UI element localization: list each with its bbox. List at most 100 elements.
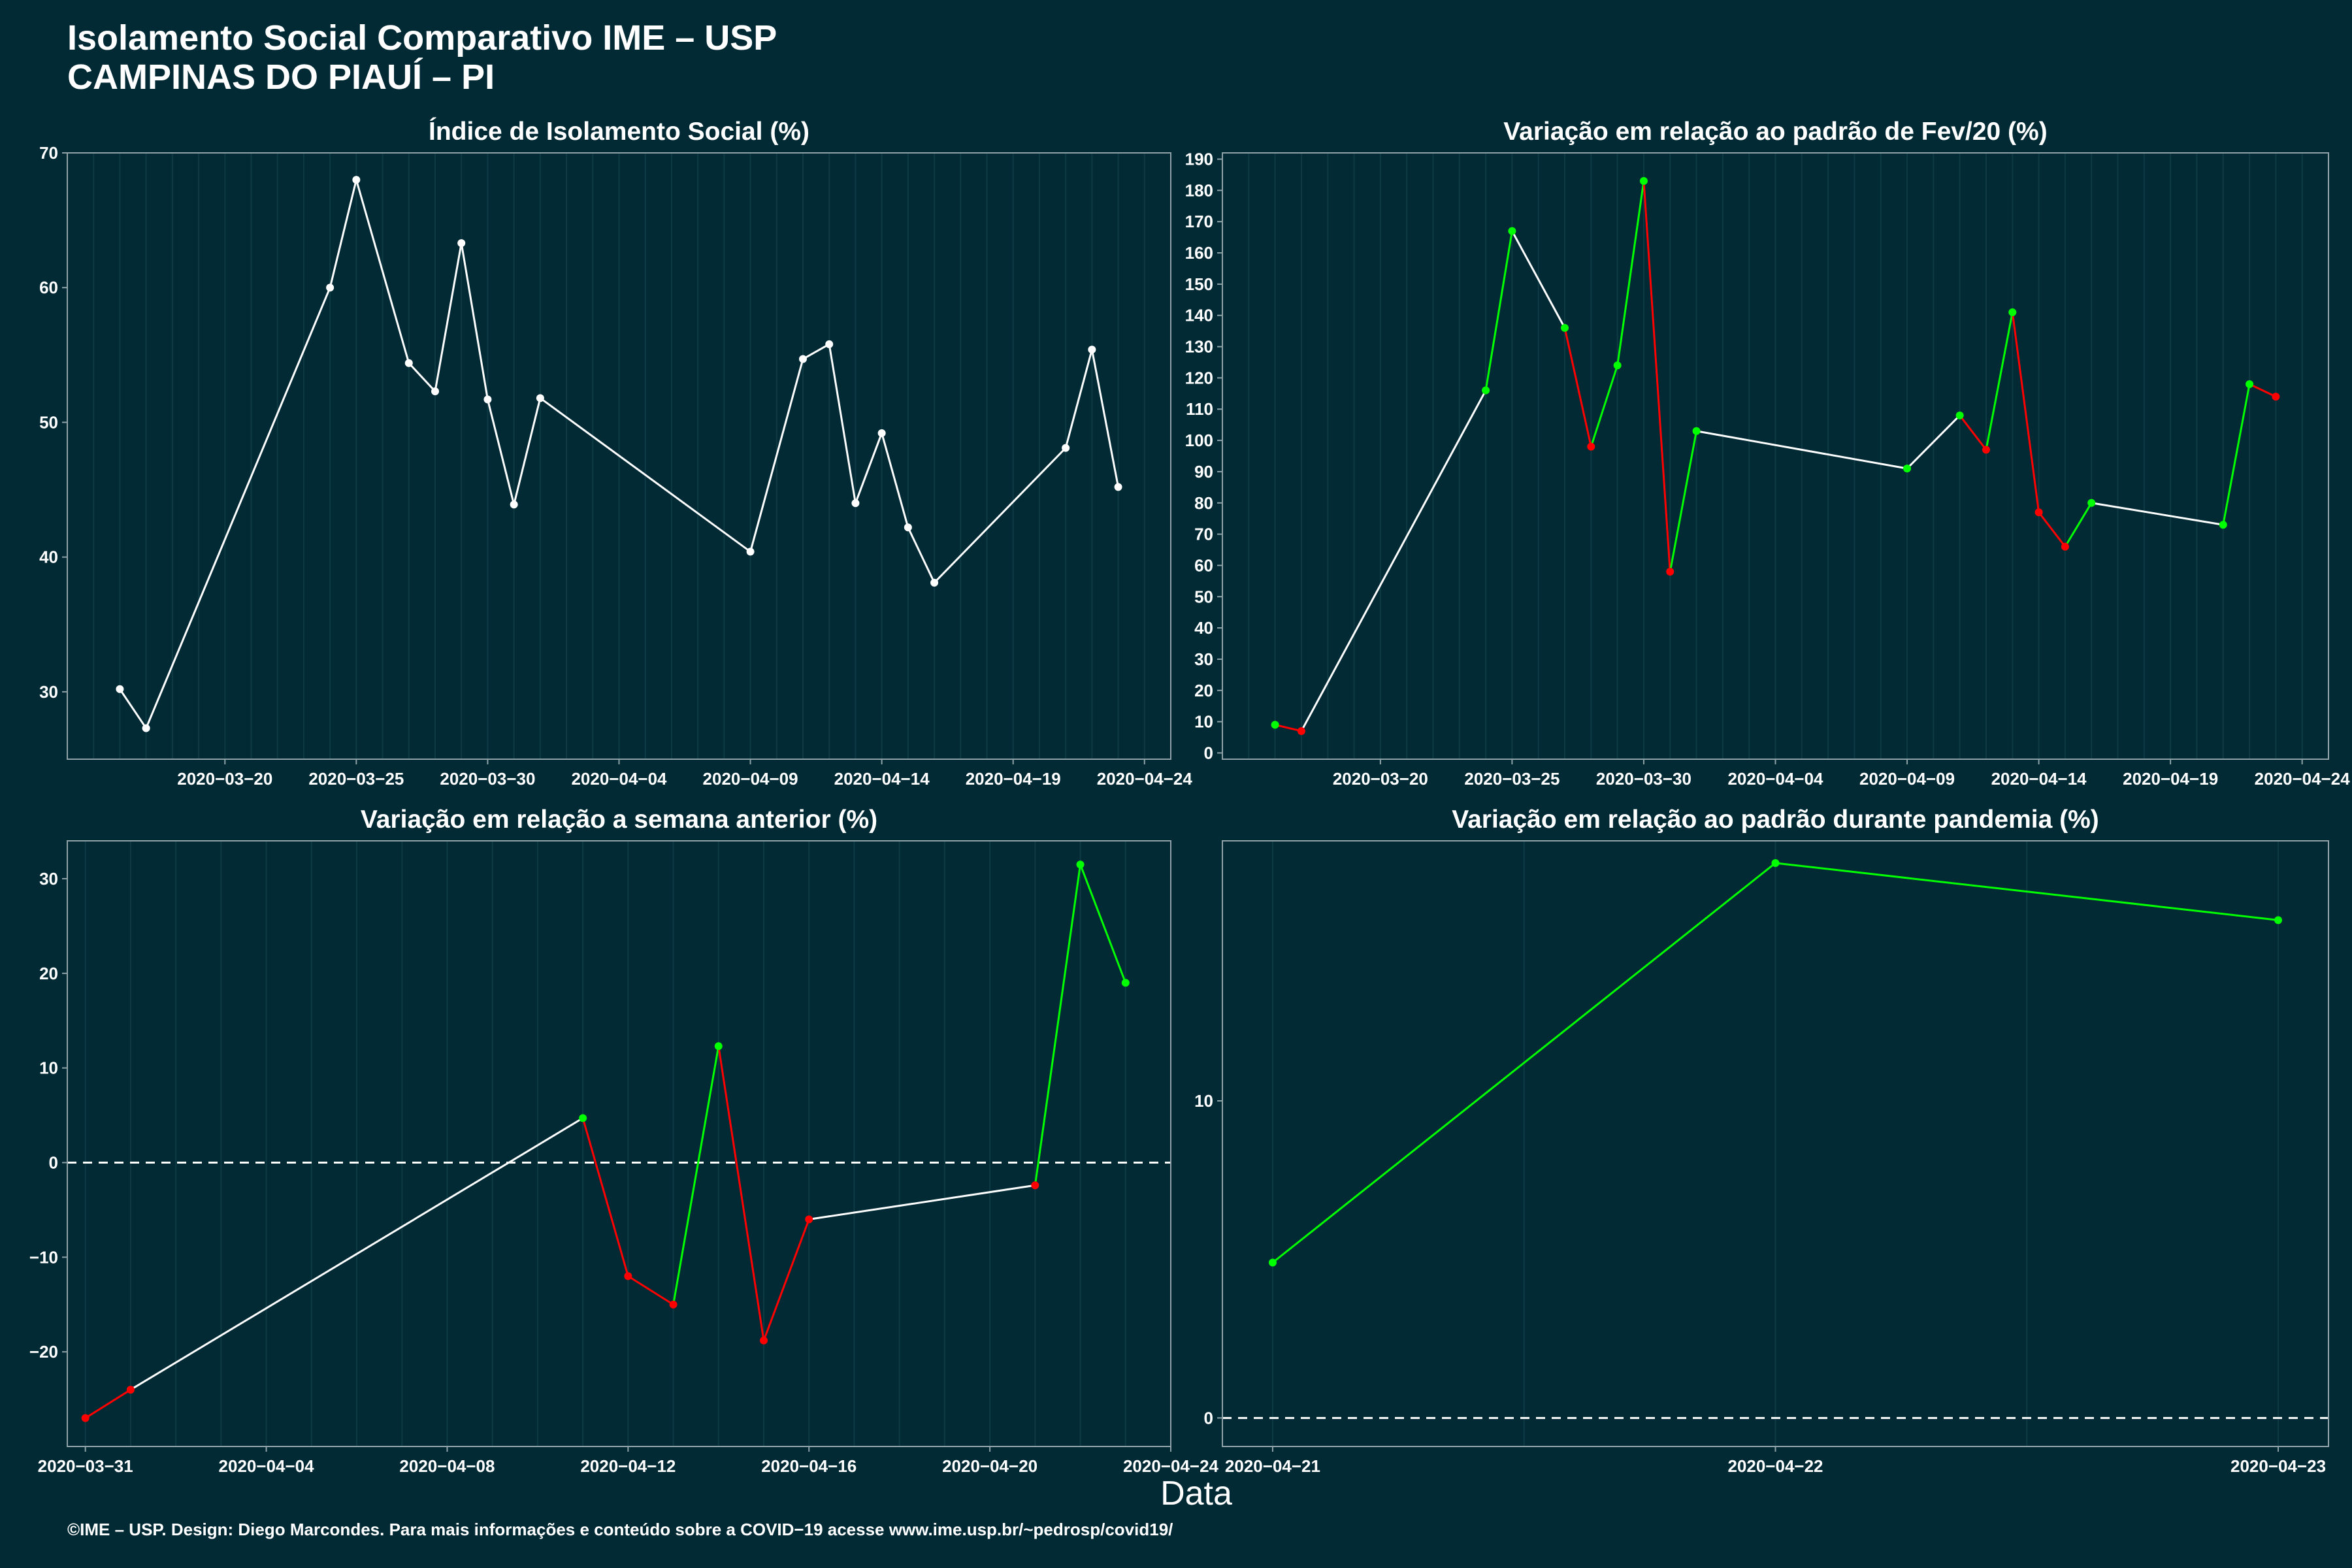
series-segment [762,1218,810,1341]
series-segment [408,362,436,393]
y-tick-label: −20 [29,1342,58,1362]
data-point [2061,542,2069,551]
series-segment [1590,365,1619,448]
x-tick-label: 2020−04−24 [2255,769,2351,789]
data-point [116,685,124,693]
x-tick-label: 2020−04−14 [834,769,930,789]
y-tick-label: 50 [1194,587,1213,606]
data-point [760,1336,768,1345]
data-point [1062,444,1070,452]
x-tick-label: 2020−04−04 [219,1456,315,1476]
footer-caption: ©IME – USP. Design: Diego Marcondes. Par… [67,1520,1173,1539]
series-segment [1300,389,1487,732]
data-point [1613,361,1622,370]
y-tick-label: −10 [29,1247,58,1267]
series-segment [1034,864,1082,1186]
data-point [825,340,834,348]
y-tick-label: 0 [1204,1408,1213,1428]
y-tick-label: 190 [1185,150,1213,169]
x-tick-label: 2020−04−21 [1225,1456,1320,1476]
data-point [624,1272,632,1281]
x-tick-label: 2020−04−04 [571,769,667,789]
y-tick-label: 40 [39,547,58,567]
y-tick-label: 30 [39,682,58,702]
series-segment [1669,431,1698,572]
figure-title: Isolamento Social Comparativo IME – USP … [67,18,777,97]
series-segment [1959,414,1987,451]
y-tick-label: 110 [1186,399,1213,419]
y-tick-label: 30 [1194,649,1213,669]
x-tick-label: 2020−03−20 [177,769,272,789]
x-tick-label: 2020−03−25 [1464,769,1560,789]
series-segment [119,688,147,729]
x-tick-label: 2020−04−19 [966,769,1061,789]
chart-panel-2: Variação em relação ao padrão de Fev/20 … [1185,118,2351,789]
data-point [536,394,544,402]
series-segment [1906,414,1961,470]
series-segment [2038,512,2066,547]
data-point [930,578,939,587]
x-tick-label: 2020−04−16 [761,1456,857,1476]
y-tick-label: 150 [1185,274,1213,294]
data-point [1088,346,1096,354]
series-segment [2091,502,2224,526]
chart-panel-1: Índice de Isolamento Social (%) 30 40 50 60 7… [39,117,1192,789]
y-tick-label: 120 [1185,368,1213,387]
series-segment [933,447,1067,583]
series-segment [1484,231,1513,391]
y-tick-label: 60 [39,278,58,297]
series-segment [802,343,830,360]
panel-title: Variação em relação ao padrão durante pa… [1452,806,2099,834]
data-point [1982,446,1990,454]
y-tick-label: 90 [1194,462,1213,482]
data-point [1114,483,1122,491]
data-point [851,499,860,508]
data-point [1561,323,1569,332]
series-segment [1616,180,1645,366]
y-tick-label: 160 [1185,243,1213,263]
series-segment [2249,383,2277,398]
panel-title: Variação em relação a semana anterior (%… [361,806,877,834]
data-point [1076,860,1085,869]
series-segment [717,1046,765,1341]
series-segment [1985,312,2014,450]
y-tick-label: 180 [1185,180,1213,200]
data-point [352,176,361,184]
x-tick-label: 2020−04−23 [2230,1456,2326,1476]
x-tick-label: 2020−04−09 [703,769,798,789]
title-line-1: Isolamento Social Comparativo IME – USP [67,18,777,57]
y-tick-label: 50 [39,412,58,432]
data-point [1482,386,1490,395]
data-point [746,547,755,556]
data-point [805,1215,813,1224]
y-tick-label: 80 [1194,493,1213,513]
data-point [142,724,150,732]
series-segment [434,242,463,392]
x-tick-label: 2020−04−14 [1991,769,2087,789]
y-tick-label: 0 [49,1152,58,1172]
title-line-2: CAMPINAS DO PIAUÍ – PI [67,57,495,97]
series-segment [855,433,883,504]
data-point [1297,727,1305,735]
series-segment [881,433,909,528]
series-segment [1511,230,1566,329]
y-tick-label: 130 [1185,337,1213,357]
y-tick-label: 10 [39,1058,58,1078]
series-segment [828,344,857,504]
series-segment [513,397,542,505]
data-point [2034,508,2043,517]
y-tick-label: 10 [1194,1091,1213,1111]
chart-panel-3: Variação em relação a semana anterior (%… [29,806,1219,1476]
series-segment [145,287,331,729]
y-tick-label: 60 [1194,555,1213,575]
x-tick-label: 2020−03−30 [440,769,535,789]
x-axis-title: Data [1160,1475,1232,1512]
data-point [510,500,518,509]
data-point [1666,567,1674,576]
series-segment [1642,180,1671,572]
y-tick-label: 100 [1185,431,1213,450]
series-segment [581,1117,629,1277]
series-segment [2222,384,2251,525]
data-point [2274,916,2283,924]
